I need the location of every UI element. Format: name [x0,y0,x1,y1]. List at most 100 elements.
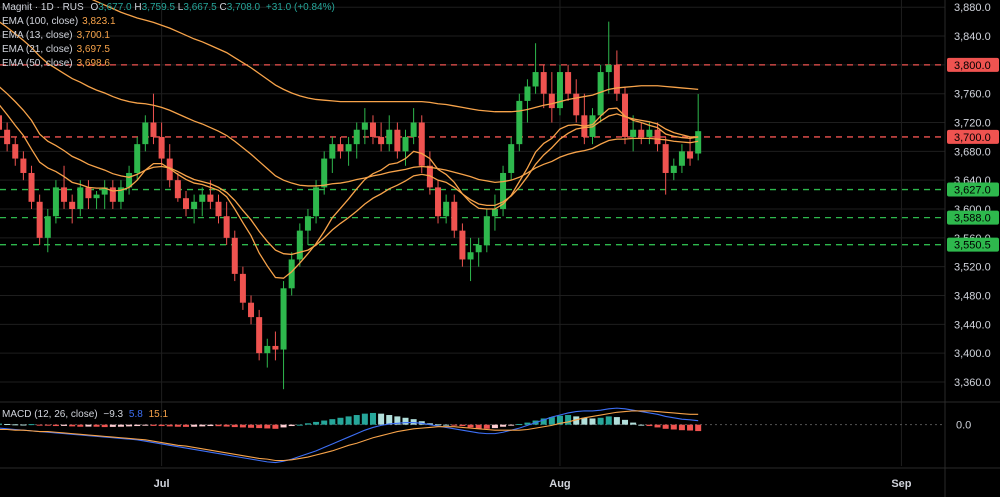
macd-hist-bar [28,424,35,426]
candle-body [117,187,124,202]
macd-hist-bar [134,424,141,427]
x-tick-label: Aug [549,478,570,490]
candle-body [142,122,149,145]
ohlc-l: 3,667.5 [183,2,217,13]
candle-body [191,201,198,210]
ema-100-value: 3,823.1 [82,16,116,27]
symbol-row: Magnit · 1D · RUS O3,677.0 H3,759.5 L3,6… [2,1,335,15]
macd-hist-bar [109,424,116,427]
candle-body [565,72,572,94]
y-tick-label: 3,840.0 [954,31,991,43]
macd-zero-tick: 0.0 [956,420,971,432]
macd-hist-bar [410,419,417,425]
candle-body [256,317,263,354]
candle-body [418,122,425,166]
candle-body [174,180,181,199]
ema-13-row[interactable]: EMA (13, close) 3,700.1 [2,29,335,43]
candle-body [329,144,336,159]
ema-21-value: 3,697.5 [76,44,110,55]
candle-body [459,230,466,260]
candle-body [491,209,498,217]
candle-body [687,151,694,159]
candle-body [158,136,165,159]
macd-hist-bar [44,424,51,426]
ohlc-change: +31.0 (+0.84%) [265,2,335,13]
macd-hist-bar [451,424,458,426]
macd-legend[interactable]: MACD (12, 26, close) −9.3 5.8 15.1 [2,408,171,422]
macd-hist-bar [638,424,645,426]
y-tick-label: 3,400.0 [954,348,991,360]
ema-50-row[interactable]: EMA (50, close) 3,698.6 [2,57,335,71]
macd-hist-bar [345,416,352,425]
macd-hist-bar [386,415,393,425]
candle-body [443,201,450,217]
macd-hist-bar [622,419,629,425]
macd-hist-bar [426,423,433,425]
macd-hist-bar [491,424,498,429]
candle-body [597,72,604,116]
level-price-label-bg [947,210,999,225]
level-price-label: 3,700.0 [954,132,991,144]
candle-body [215,201,222,217]
candle-body [36,201,43,238]
ema-line-2 [0,86,699,256]
macd-hist-bar [394,416,401,425]
candle-body [304,216,311,231]
level-price-label: 3,627.0 [954,185,991,197]
macd-hist-bar [329,419,336,425]
macd-hist-bar [670,424,677,430]
candle-body [109,187,116,202]
macd-hist-bar [36,424,43,426]
macd-hist-bar [69,424,76,427]
macd-hist-value: −9.3 [103,409,124,420]
macd-hist-bar [573,416,580,425]
candle-body [199,194,206,202]
candle-body [44,216,51,238]
x-tick-label: Sep [891,478,911,490]
level-price-label: 3,588.0 [954,213,991,225]
macd-hist-bar [304,423,311,425]
time-axis: Jul Aug Sep [154,478,912,490]
ema-100-row[interactable]: EMA (100, close) 3,823.1 [2,15,335,29]
macd-hist-bar [361,413,368,425]
macd-hist-bar [369,412,376,425]
y-tick-label: 3,720.0 [954,118,991,130]
macd-hist-bar [248,424,255,428]
candle-body [231,237,238,274]
macd-hist-bar [524,422,531,425]
macd-hist-bar [402,417,409,425]
macd-hist-bar [296,424,303,426]
candle-body [134,144,141,173]
macd-hist-bar [581,417,588,425]
candle-body [378,136,385,145]
candle-body [540,72,547,94]
candle-body [280,288,287,350]
ema-13-value: 3,700.1 [76,30,110,41]
level-price-label: 3,550.5 [954,240,991,252]
macd-hist-bar [548,417,555,425]
y-tick-label: 3,520.0 [954,262,991,274]
macd-hist-bar [678,424,685,431]
ema-13-label: EMA (13, close) [2,30,73,41]
candle-body [394,129,401,152]
ohlc-o-label: O [90,2,99,13]
ema-21-row[interactable]: EMA (21, close) 3,697.5 [2,43,335,57]
candle-body [69,201,76,210]
candle-body [556,72,563,109]
macd-pane: 0.0 [0,407,971,464]
macd-hist-bar [61,424,68,426]
ohlc-l-label: L [177,2,184,13]
candle-body [369,122,376,137]
macd-hist-bar [662,424,669,429]
macd-hist-bar [93,424,100,427]
macd-hist-bar [475,424,482,429]
candle-body [508,144,515,173]
candle-body [182,198,189,210]
candle-body [28,172,35,202]
candle-body [12,144,19,159]
macd-hist-bar [459,424,466,427]
macd-hist-bar [613,417,620,425]
macd-line-value: 5.8 [128,409,143,420]
